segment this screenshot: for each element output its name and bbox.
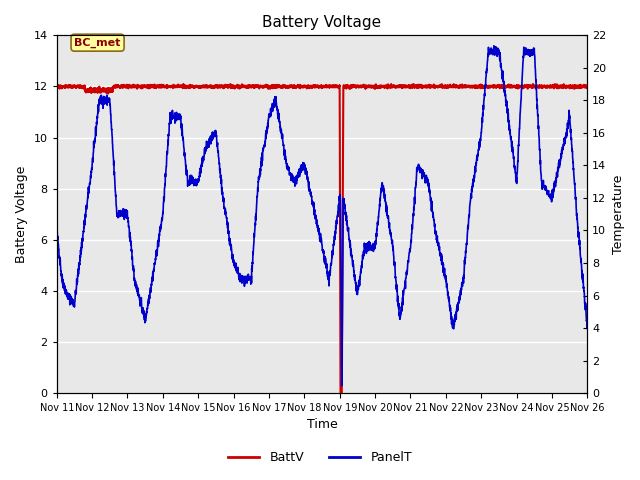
X-axis label: Time: Time <box>307 419 337 432</box>
Title: Battery Voltage: Battery Voltage <box>262 15 381 30</box>
Y-axis label: Battery Voltage: Battery Voltage <box>15 166 28 263</box>
Text: BC_met: BC_met <box>74 37 121 48</box>
Legend: BattV, PanelT: BattV, PanelT <box>223 446 417 469</box>
Y-axis label: Temperature: Temperature <box>612 175 625 254</box>
